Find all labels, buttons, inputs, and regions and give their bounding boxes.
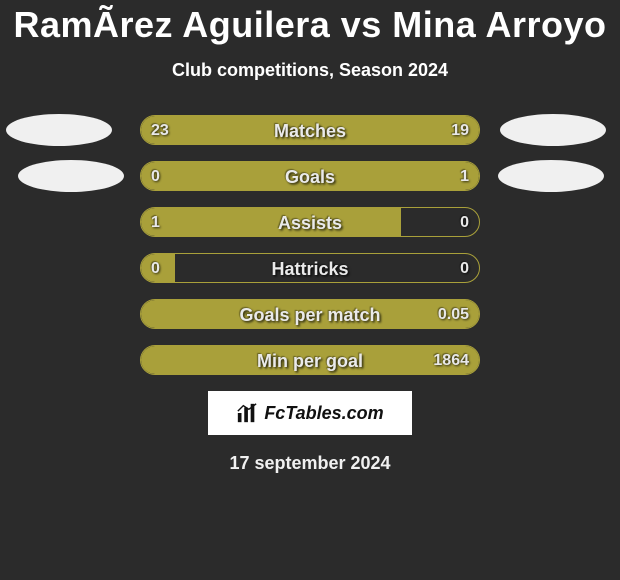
bar-track: 01Goals bbox=[140, 161, 480, 191]
page-title: RamÃ­rez Aguilera vs Mina Arroyo bbox=[0, 4, 620, 46]
bar-track: 0.05Goals per match bbox=[140, 299, 480, 329]
stats-rows: 2319Matches01Goals10Assists00Hattricks0.… bbox=[0, 115, 620, 375]
stat-row: 0.05Goals per match bbox=[0, 299, 620, 329]
bar-track: 2319Matches bbox=[140, 115, 480, 145]
subtitle: Club competitions, Season 2024 bbox=[0, 60, 620, 81]
stat-row: 10Assists bbox=[0, 207, 620, 237]
player-avatar-right bbox=[500, 114, 606, 146]
stat-value-right: 0 bbox=[460, 208, 469, 237]
bar-track: 0 0Hattricks bbox=[140, 253, 480, 283]
stat-value-left: 1 bbox=[151, 208, 160, 237]
stat-value-right: 1864 bbox=[433, 346, 469, 375]
stat-value-right: 19 bbox=[451, 116, 469, 145]
logo-text: FcTables.com bbox=[264, 403, 383, 424]
player-avatar-left bbox=[6, 114, 112, 146]
bar-fill-left bbox=[141, 300, 479, 328]
date-label: 17 september 2024 bbox=[0, 453, 620, 474]
stat-value-right: 0.05 bbox=[438, 300, 469, 329]
bar-fill-left bbox=[141, 346, 479, 374]
fctables-logo[interactable]: FcTables.com bbox=[208, 391, 412, 435]
stat-row: 0 0Hattricks bbox=[0, 253, 620, 283]
bar-track: 10Assists bbox=[140, 207, 480, 237]
stat-label: Hattricks bbox=[141, 254, 479, 283]
chart-icon bbox=[236, 402, 258, 424]
bar-fill-left bbox=[141, 116, 479, 144]
bar-fill-right bbox=[202, 162, 479, 190]
player-avatar-left bbox=[18, 160, 124, 192]
stat-row: 2319Matches bbox=[0, 115, 620, 145]
bar-track: 1864Min per goal bbox=[140, 345, 480, 375]
stat-value-left: 0 bbox=[151, 162, 160, 191]
stat-value-left: 23 bbox=[151, 116, 169, 145]
stat-row: 1864Min per goal bbox=[0, 345, 620, 375]
stat-value-right: 1 bbox=[460, 162, 469, 191]
stat-value-right: 0 bbox=[460, 254, 469, 283]
stat-row: 01Goals bbox=[0, 161, 620, 191]
stat-value-left: 0 bbox=[151, 254, 160, 283]
bar-fill-left bbox=[141, 208, 401, 236]
player-avatar-right bbox=[498, 160, 604, 192]
